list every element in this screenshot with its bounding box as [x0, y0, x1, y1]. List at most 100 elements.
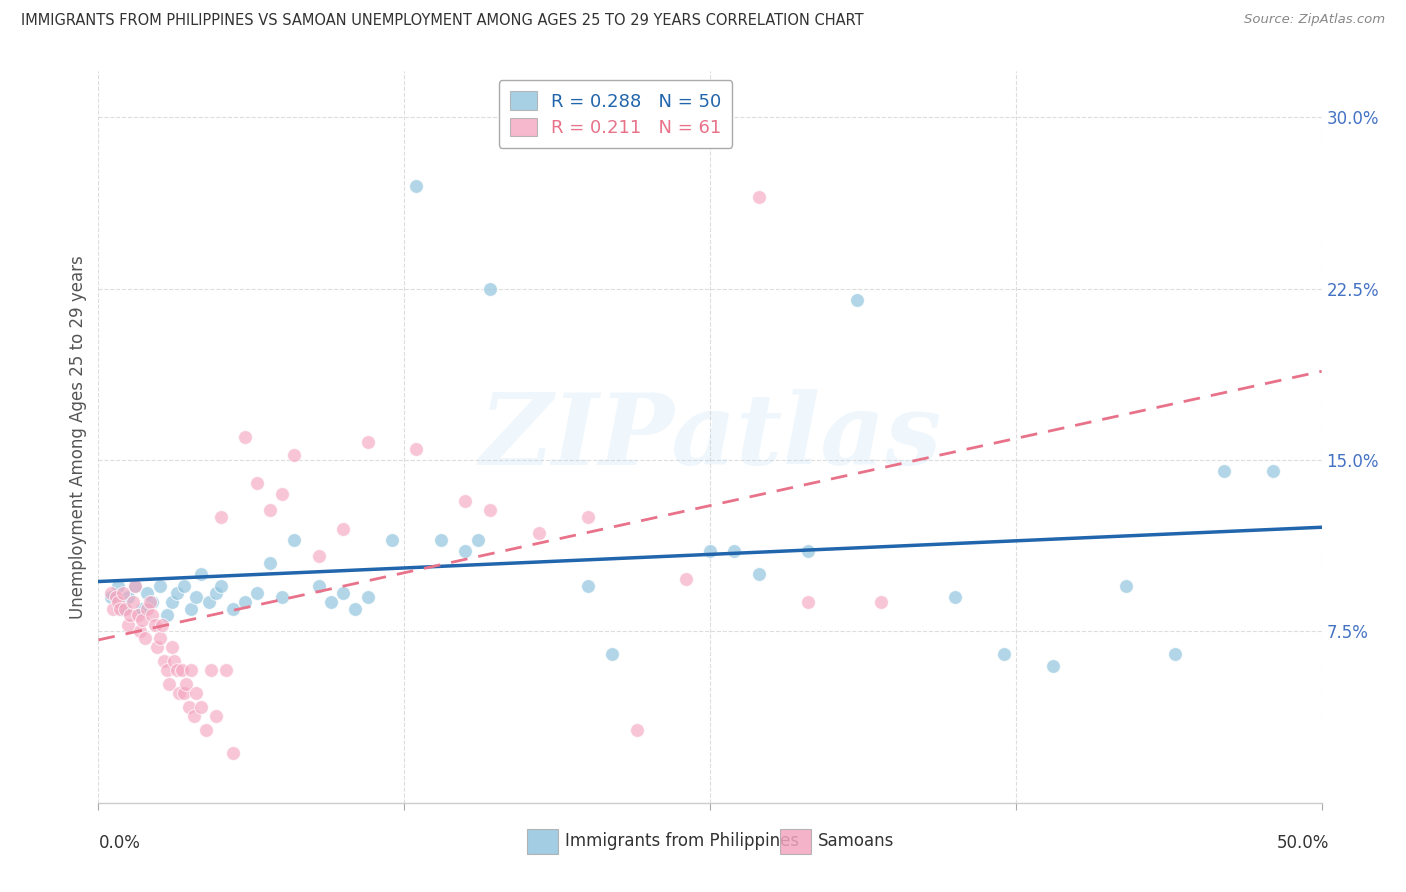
- Point: [454, 544, 477, 558]
- Point: [1261, 464, 1284, 478]
- Point: [177, 699, 200, 714]
- Point: [149, 632, 172, 646]
- Point: [222, 601, 245, 615]
- Point: [139, 594, 162, 608]
- Point: [131, 613, 153, 627]
- Point: [319, 594, 342, 608]
- Point: [127, 608, 149, 623]
- Point: [870, 594, 893, 608]
- Point: [699, 544, 721, 558]
- Text: 50.0%: 50.0%: [1277, 834, 1329, 852]
- Point: [117, 590, 139, 604]
- Point: [143, 617, 166, 632]
- Point: [160, 640, 183, 655]
- Point: [233, 594, 256, 608]
- Point: [205, 709, 228, 723]
- Point: [209, 579, 232, 593]
- Point: [117, 617, 139, 632]
- Point: [107, 579, 129, 593]
- Point: [150, 617, 173, 632]
- Point: [233, 430, 256, 444]
- Point: [166, 663, 188, 677]
- Legend: R = 0.288   N = 50, R = 0.211   N = 61: R = 0.288 N = 50, R = 0.211 N = 61: [499, 80, 733, 148]
- Point: [157, 677, 180, 691]
- Point: [153, 654, 176, 668]
- Point: [111, 601, 134, 615]
- Point: [107, 594, 129, 608]
- Point: [943, 590, 966, 604]
- Point: [180, 663, 202, 677]
- Point: [748, 567, 770, 582]
- Point: [100, 590, 122, 604]
- Point: [1212, 464, 1234, 478]
- Point: [478, 503, 501, 517]
- Point: [129, 624, 152, 639]
- Point: [308, 549, 330, 563]
- Text: ZIPatlas: ZIPatlas: [479, 389, 941, 485]
- Point: [110, 601, 132, 615]
- Point: [111, 585, 134, 599]
- Point: [259, 556, 281, 570]
- Point: [454, 494, 477, 508]
- Point: [222, 746, 245, 760]
- Point: [626, 723, 648, 737]
- Point: [205, 585, 228, 599]
- Text: Immigrants from Philippines: Immigrants from Philippines: [565, 832, 800, 850]
- Point: [134, 632, 156, 646]
- Point: [576, 579, 599, 593]
- Point: [156, 663, 179, 677]
- Point: [1115, 579, 1137, 593]
- Point: [124, 579, 146, 593]
- Point: [176, 677, 198, 691]
- Point: [270, 487, 294, 501]
- Point: [381, 533, 404, 547]
- Point: [209, 510, 232, 524]
- Text: Samoans: Samoans: [818, 832, 894, 850]
- Point: [344, 601, 367, 615]
- Point: [195, 723, 218, 737]
- Point: [120, 608, 142, 623]
- Point: [356, 590, 378, 604]
- Point: [136, 601, 159, 615]
- Point: [332, 585, 354, 599]
- Point: [246, 585, 269, 599]
- Point: [124, 579, 146, 593]
- Point: [183, 709, 205, 723]
- Point: [576, 510, 599, 524]
- Point: [104, 590, 127, 604]
- Point: [797, 594, 820, 608]
- Point: [121, 594, 143, 608]
- Point: [214, 663, 236, 677]
- Point: [180, 601, 202, 615]
- Text: Source: ZipAtlas.com: Source: ZipAtlas.com: [1244, 13, 1385, 27]
- Point: [173, 579, 195, 593]
- Point: [190, 699, 212, 714]
- Point: [200, 663, 222, 677]
- Point: [478, 281, 501, 295]
- Point: [993, 647, 1015, 661]
- Point: [308, 579, 330, 593]
- Point: [527, 526, 550, 541]
- Point: [270, 590, 294, 604]
- Point: [675, 572, 697, 586]
- Point: [405, 178, 427, 193]
- Point: [405, 442, 427, 456]
- Point: [356, 434, 378, 449]
- Point: [163, 654, 186, 668]
- Point: [332, 521, 354, 535]
- Point: [197, 594, 219, 608]
- Point: [166, 585, 188, 599]
- Point: [190, 567, 212, 582]
- Point: [114, 601, 136, 615]
- Y-axis label: Unemployment Among Ages 25 to 29 years: Unemployment Among Ages 25 to 29 years: [69, 255, 87, 619]
- Point: [156, 608, 179, 623]
- Point: [141, 594, 163, 608]
- Point: [170, 663, 193, 677]
- Point: [723, 544, 745, 558]
- Point: [173, 686, 195, 700]
- Point: [283, 533, 305, 547]
- Point: [283, 449, 305, 463]
- Point: [1042, 658, 1064, 673]
- Point: [160, 594, 183, 608]
- Point: [259, 503, 281, 517]
